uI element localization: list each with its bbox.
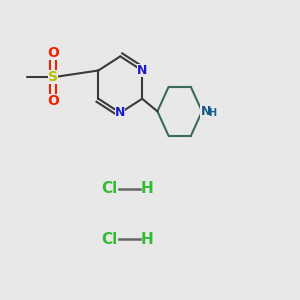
Text: S: S xyxy=(48,70,59,84)
Text: O: O xyxy=(47,46,59,60)
Text: H: H xyxy=(208,108,216,118)
Text: N: N xyxy=(200,105,211,118)
Text: H: H xyxy=(141,232,153,247)
Text: H: H xyxy=(141,181,153,196)
Text: Cl: Cl xyxy=(102,232,118,247)
Text: N: N xyxy=(115,106,125,119)
Text: O: O xyxy=(47,94,59,108)
Text: N: N xyxy=(137,64,147,77)
Text: Cl: Cl xyxy=(102,181,118,196)
